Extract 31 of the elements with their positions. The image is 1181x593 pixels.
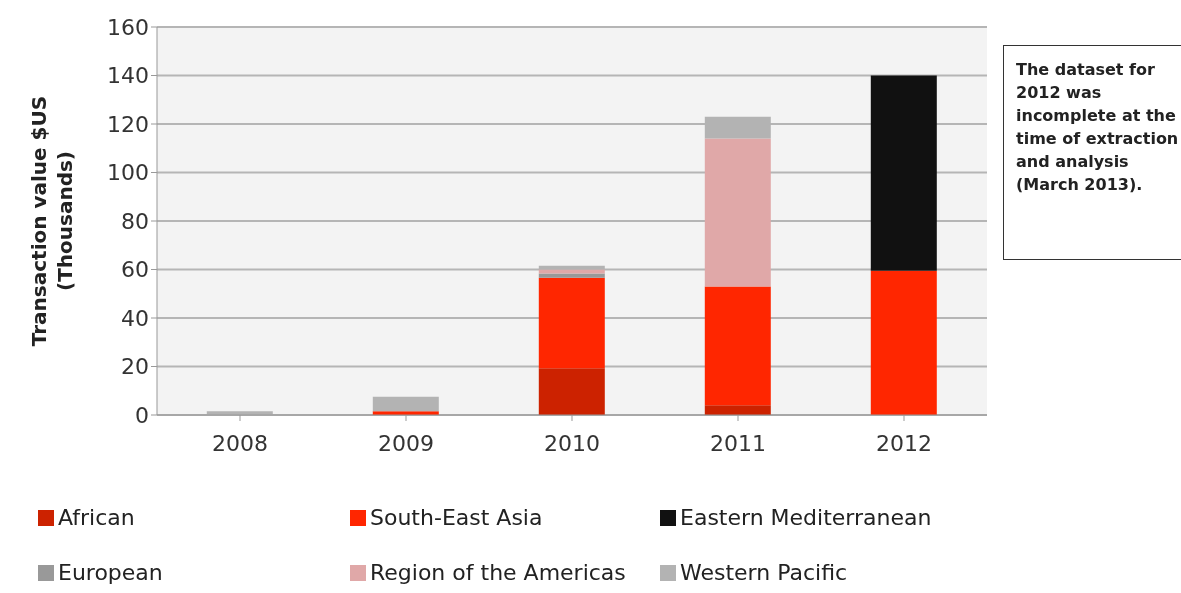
bar — [870, 75, 937, 271]
x-tick-label: 2008 — [212, 430, 268, 456]
y-tick-label: 0 — [135, 402, 149, 428]
y-tick-label: 20 — [121, 354, 149, 380]
legend-label: Western Pacific — [679, 560, 849, 585]
bar — [704, 138, 771, 287]
y-tick-label: 160 — [107, 14, 149, 40]
x-tick-label: 2012 — [876, 430, 932, 456]
legend-label: European — [57, 560, 164, 585]
y-tick-label: 60 — [121, 257, 149, 283]
bar — [538, 277, 605, 369]
y-tick-label: 80 — [121, 208, 149, 234]
y-tick-label: 140 — [107, 63, 149, 89]
bar — [704, 405, 771, 415]
y-axis-title: Transaction value $US (Thousands) — [26, 95, 78, 347]
legend-label: South-East Asia — [369, 505, 544, 530]
legend-label: Eastern Mediterranean — [679, 505, 933, 530]
y-tick-label: 100 — [107, 160, 149, 186]
x-tick-label: 2011 — [710, 430, 766, 456]
y-tick-label: 40 — [121, 305, 149, 331]
bar — [538, 368, 605, 415]
x-tick-label: 2009 — [378, 430, 434, 456]
legend-label: Region of the Americas — [369, 560, 627, 585]
bar — [538, 273, 605, 278]
bar — [372, 396, 439, 412]
text: The dataset for 2012 was incomplete at the time of extraction and analysis (March 2013). — [1016, 59, 1180, 196]
bar — [870, 270, 937, 415]
x-tick-label: 2010 — [544, 430, 600, 456]
bar — [704, 286, 771, 406]
legend-label: African — [57, 505, 136, 530]
y-tick-label: 120 — [107, 111, 149, 137]
